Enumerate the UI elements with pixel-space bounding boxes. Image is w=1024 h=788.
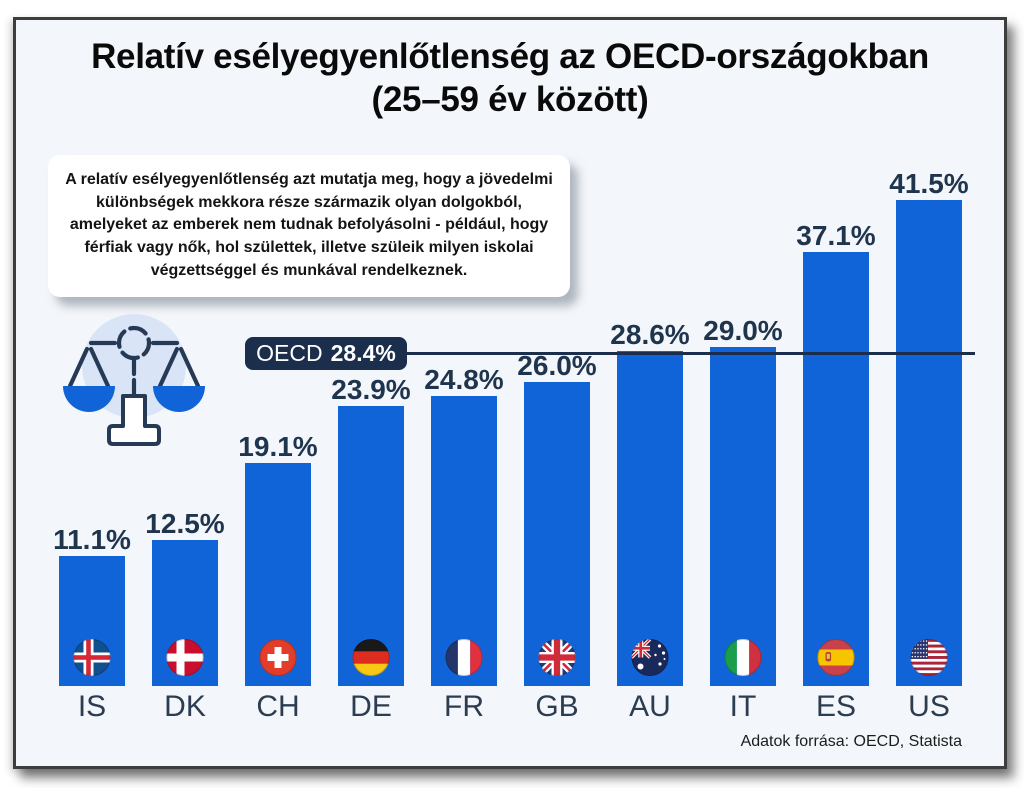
flag-icon-it: [724, 638, 762, 676]
country-code-label: DE: [350, 690, 392, 723]
oecd-badge-label: OECD: [256, 340, 323, 366]
bar-value-label: 28.6%: [610, 319, 690, 350]
bar-value-label: 11.1%: [53, 524, 131, 555]
country-code-label: FR: [444, 690, 484, 723]
flag-icon-ch: [259, 638, 297, 676]
flag-icon-es: [817, 638, 855, 676]
flag-icon-is: [73, 638, 111, 676]
flag-icon-fr: [445, 638, 483, 676]
bar-es: [803, 252, 869, 686]
bar-value-label: 12.5%: [145, 508, 225, 539]
title-line1: Relatív esélyegyenlőtlenség az OECD-orsz…: [91, 37, 929, 76]
bar-value-label: 23.9%: [331, 374, 411, 405]
bar-value-label: 29.0%: [703, 315, 783, 346]
country-code-label: CH: [256, 690, 300, 723]
bar-it: [710, 347, 776, 686]
country-code-label: GB: [535, 690, 579, 723]
country-code-label: DK: [164, 690, 206, 723]
flag-icon-gb: [538, 638, 576, 676]
oecd-average-line: [407, 352, 975, 355]
flag-icon-us: [910, 638, 948, 676]
bar-au: [617, 351, 683, 686]
description-box: A relatív esélyegyenlőtlenség azt mutatj…: [48, 155, 570, 297]
bar-value-label: 37.1%: [796, 220, 876, 251]
title-line2: (25–59 év között): [371, 79, 649, 119]
bar-value-label: 41.5%: [889, 168, 969, 199]
bar-us: [896, 200, 962, 686]
bar-gb: [524, 382, 590, 686]
country-code-label: IS: [77, 690, 107, 723]
bar-fr: [431, 396, 497, 686]
description-text: A relatív esélyegyenlőtlenség azt mutatj…: [65, 171, 553, 279]
flag-icon-de: [352, 638, 390, 676]
page-title: Relatív esélyegyenlőtlenség az OECD-orsz…: [13, 36, 1007, 121]
source-credit: Adatok forrása: OECD, Statista: [740, 733, 962, 750]
bar-value-label: 26.0%: [517, 350, 597, 381]
country-code-label: US: [908, 690, 950, 723]
oecd-average-badge: OECD 28.4%: [245, 337, 407, 370]
bar-value-label: 24.8%: [424, 364, 504, 395]
country-code-label: AU: [629, 690, 671, 723]
balance-scale-icon: [58, 300, 210, 452]
flag-icon-dk: [166, 638, 204, 676]
country-code-label: IT: [729, 690, 757, 723]
bar-value-label: 19.1%: [238, 431, 318, 462]
country-code-label: ES: [815, 690, 857, 723]
oecd-badge-value: 28.4%: [330, 340, 396, 366]
flag-icon-au: [631, 638, 669, 676]
